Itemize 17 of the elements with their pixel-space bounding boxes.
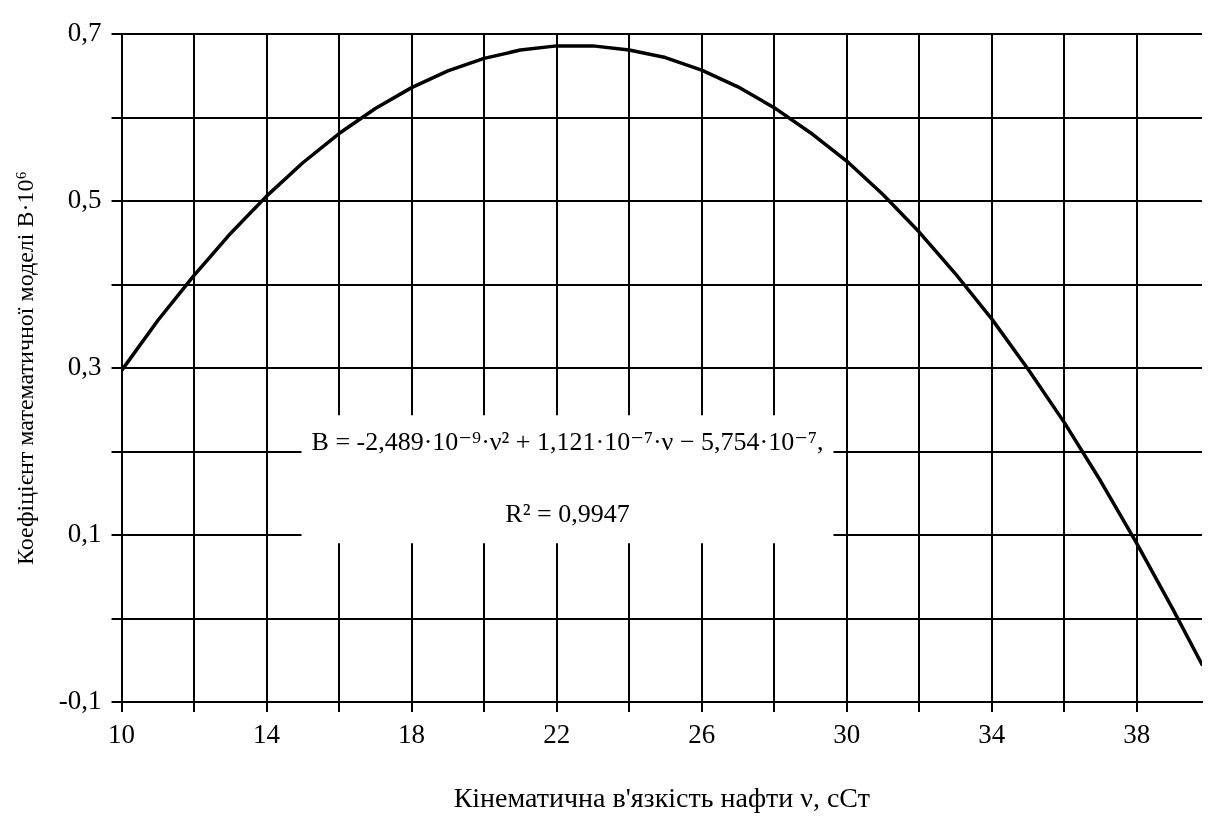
y-tick-label: -0,1 [58,685,102,716]
x-tick-label: 10 [108,719,136,750]
x-tick-label: 14 [253,719,281,750]
x-tick-label: 30 [833,719,861,750]
annotation: R² = 0,9947 [505,499,630,529]
y-tick-label: 0,7 [67,17,102,48]
x-axis-title: Кінематична в'язкість нафти ν, сСт [453,781,870,813]
x-tick-label: 18 [398,719,426,750]
y-axis-title: Коефіцієнт математичної моделі В·10⁶ [11,171,38,566]
annotation: B = -2,489·10⁻⁹·ν² + 1,121·10⁻⁷·ν − 5,754·10⁻⁷, [311,427,824,457]
y-tick-label: 0,1 [67,518,102,549]
x-tick-label: 22 [543,719,571,750]
y-tick-label: 0,3 [67,351,102,382]
x-tick-label: 26 [688,719,716,750]
y-tick-label: 0,5 [67,184,102,215]
x-tick-label: 38 [1123,719,1151,750]
x-tick-label: 34 [978,719,1006,750]
